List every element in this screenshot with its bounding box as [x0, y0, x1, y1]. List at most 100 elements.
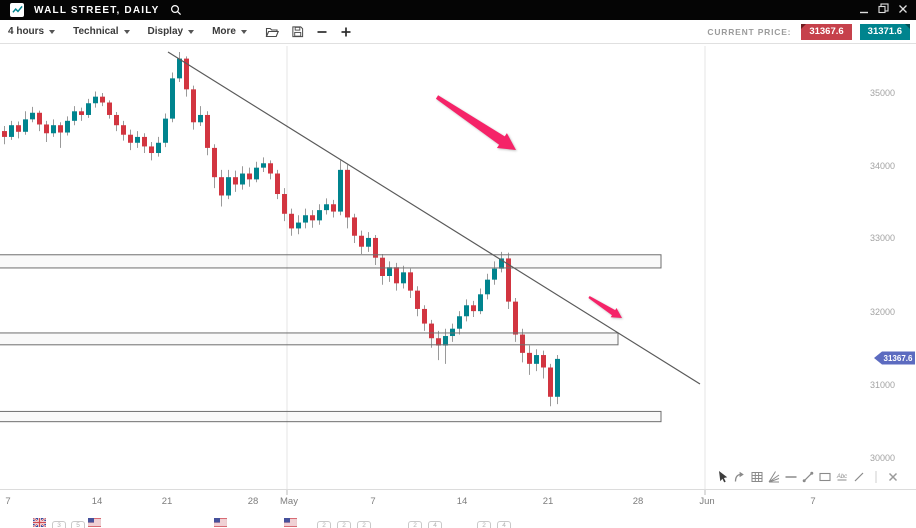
text-tool-icon[interactable]: Abc — [835, 469, 849, 484]
candle-down — [142, 136, 147, 147]
x-axis-label: 7 — [810, 496, 816, 507]
uk-flag-icon[interactable] — [32, 514, 47, 528]
event-count-chip[interactable]: 4 — [497, 514, 511, 528]
us-flag-icon[interactable] — [283, 514, 298, 528]
candle-down — [394, 267, 399, 284]
event-count-chip[interactable]: 4 — [428, 514, 442, 528]
support-zone-middle[interactable] — [0, 332, 619, 346]
candle-down — [436, 338, 441, 346]
technical-menu-label: Technical — [73, 26, 119, 37]
x-axis-label: May — [280, 496, 298, 507]
candle-down — [352, 217, 357, 236]
candle-down — [184, 58, 189, 90]
candle-up — [93, 96, 98, 104]
candle-down — [408, 272, 413, 291]
candle-down — [58, 125, 63, 133]
us-flag-icon[interactable] — [87, 514, 102, 528]
more-menu[interactable]: More — [212, 26, 247, 37]
horizontal-line-tool-icon[interactable] — [784, 469, 798, 484]
technical-menu[interactable]: Technical — [73, 26, 130, 37]
candle-down — [513, 301, 518, 335]
fan-lines-tool-icon[interactable] — [767, 469, 781, 484]
candle-down — [44, 124, 49, 134]
candle-down — [422, 308, 427, 324]
descending-trendline[interactable] — [167, 51, 701, 385]
candle-down — [2, 131, 7, 137]
candle-down — [506, 258, 511, 302]
event-count-chip[interactable]: 2 — [337, 514, 351, 528]
x-axis-label: 14 — [91, 496, 103, 507]
open-folder-icon[interactable] — [265, 25, 279, 39]
save-icon[interactable] — [291, 25, 304, 38]
candle-up — [261, 163, 266, 168]
candle-down — [331, 204, 336, 212]
candle-down — [471, 305, 476, 312]
candle-down — [107, 102, 112, 115]
grid-tool-icon[interactable] — [750, 469, 764, 484]
current-price-area: CURRENT PRICE: 31367.6 31371.6 — [707, 23, 910, 40]
candle-up — [30, 112, 35, 120]
candle-down — [373, 237, 378, 258]
candle-up — [324, 204, 329, 211]
event-count-chip[interactable]: 2 — [477, 514, 491, 528]
candle-down — [310, 215, 315, 221]
candle-up — [163, 118, 168, 143]
down-arrow-annotation-small[interactable] — [588, 296, 622, 318]
zoom-out-icon[interactable] — [316, 26, 328, 38]
candle-down — [345, 169, 350, 218]
candle-up — [534, 355, 539, 364]
candle-down — [233, 177, 238, 185]
buy-price-badge[interactable]: 31371.6 — [859, 23, 910, 40]
event-count-chip[interactable]: 3 — [52, 514, 66, 528]
chevron-down-icon — [188, 29, 195, 34]
chevron-down-icon — [241, 29, 247, 34]
candle-up — [72, 111, 77, 121]
restore-window-button[interactable] — [878, 1, 889, 19]
event-count-chip[interactable]: 2 — [317, 514, 331, 528]
resistance-zone-upper[interactable] — [0, 254, 662, 269]
candle-up — [296, 222, 301, 229]
y-axis-label: 34000 — [869, 161, 895, 171]
event-count-chip[interactable]: 2 — [357, 514, 371, 528]
candle-down — [149, 146, 154, 154]
x-axis-label: 7 — [5, 496, 11, 507]
us-flag-icon[interactable] — [213, 514, 228, 528]
pointer-tool-icon[interactable] — [716, 469, 730, 484]
candle-up — [177, 58, 182, 79]
search-icon[interactable] — [170, 4, 182, 16]
candle-down — [429, 323, 434, 339]
close-button[interactable] — [898, 1, 908, 19]
curved-arrow-tool-icon[interactable] — [733, 469, 747, 484]
event-count-chip[interactable]: 2 — [408, 514, 422, 528]
more-menu-label: More — [212, 26, 236, 37]
candle-up — [485, 279, 490, 295]
candle-up — [464, 305, 469, 317]
candle-down — [268, 163, 273, 174]
candle-up — [478, 294, 483, 312]
candle-up — [450, 328, 455, 337]
x-axis-label: Jun — [699, 496, 715, 507]
close-tool-icon[interactable] — [886, 469, 900, 484]
candle-up — [401, 272, 406, 284]
y-axis-label: 30000 — [869, 453, 895, 463]
diagonal-line-tool-icon[interactable] — [852, 469, 866, 484]
candle-up — [170, 78, 175, 119]
drawing-toolbar: Abc — [716, 469, 900, 484]
sell-price-badge[interactable]: 31367.6 — [801, 23, 852, 40]
minimize-button[interactable] — [859, 1, 869, 19]
event-count-value: 2 — [337, 521, 351, 528]
candle-down — [282, 194, 287, 214]
candle-up — [226, 177, 231, 196]
event-count-chip[interactable]: 5 — [71, 514, 85, 528]
trend-segment-tool-icon[interactable] — [801, 469, 815, 484]
zoom-in-icon[interactable] — [340, 26, 352, 38]
interval-dropdown[interactable]: 4 hours — [8, 26, 56, 37]
sell-price-value: 31367.6 — [809, 26, 844, 37]
rectangle-tool-icon[interactable] — [818, 469, 832, 484]
down-arrow-annotation-large[interactable] — [435, 95, 516, 150]
support-zone-lower[interactable] — [0, 410, 662, 423]
display-menu-label: Display — [147, 26, 184, 37]
display-menu[interactable]: Display — [148, 26, 195, 37]
candle-down — [548, 367, 553, 397]
